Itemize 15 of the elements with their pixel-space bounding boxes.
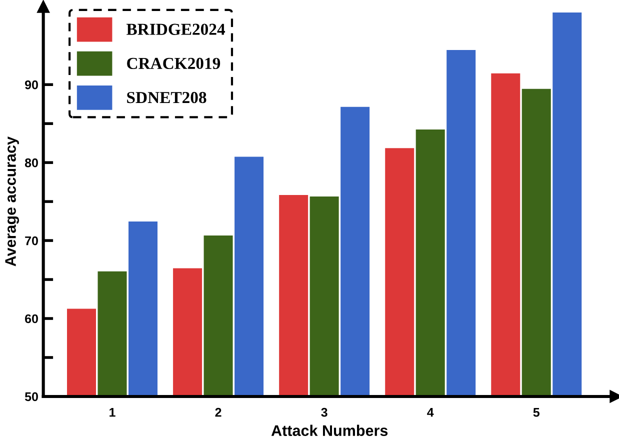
y-tick-label: 80	[24, 158, 38, 168]
legend-label: SDNET208	[127, 92, 206, 104]
x-tick-label: 3	[321, 408, 328, 417]
x-tick-label: 4	[427, 408, 434, 417]
x-tick-label: 2	[215, 408, 222, 417]
legend-label: CRACK2019	[127, 58, 220, 70]
y-tick-label: 50	[24, 392, 38, 402]
x-tick-label: 5	[533, 408, 540, 417]
y-tick-label: 60	[25, 314, 38, 324]
y-tick-label: 90	[25, 80, 38, 90]
x-axis-title: Attack Numbers	[271, 424, 388, 436]
x-tick-label: 1	[110, 408, 116, 417]
legend-label: BRIDGE2024	[126, 24, 226, 35]
y-tick-label: 70	[25, 236, 38, 246]
y-axis-title: Average accuracy	[5, 136, 20, 266]
